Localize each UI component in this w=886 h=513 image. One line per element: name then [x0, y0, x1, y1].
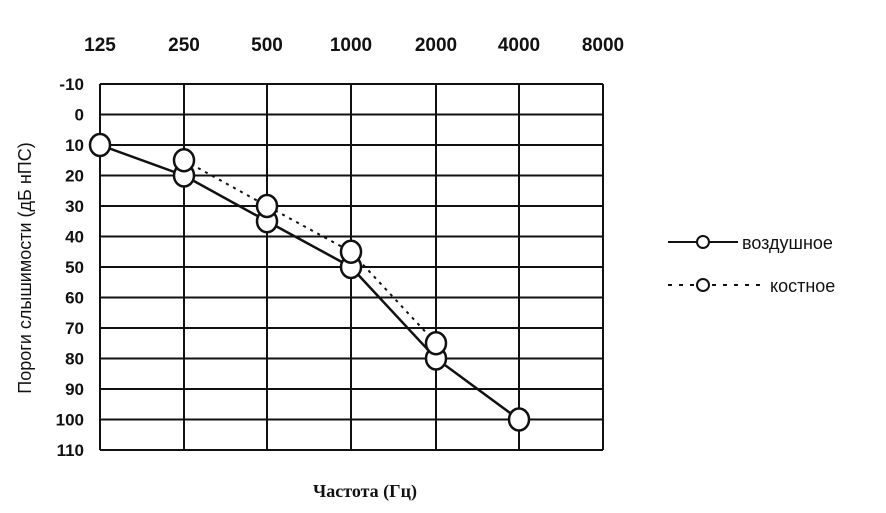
y-tick-label: 100 — [56, 411, 84, 430]
y-tick-label: 50 — [65, 258, 84, 277]
series-line — [183, 159, 437, 344]
legend: воздушное костное — [668, 233, 835, 296]
y-tick-label: 60 — [65, 289, 84, 308]
data-point-marker — [424, 331, 448, 356]
y-tick-label: 10 — [65, 136, 84, 155]
x-tick-label: 4000 — [498, 35, 540, 56]
y-axis-label: Пороги слышимости (дБ нПС) — [15, 142, 35, 393]
legend-bone-marker — [696, 278, 710, 292]
series-line — [99, 143, 520, 421]
x-tick-label: 2000 — [415, 35, 457, 56]
legend-air-marker — [696, 235, 710, 249]
y-tick-label: 30 — [65, 197, 84, 216]
data-point-marker — [339, 239, 363, 264]
y-tick-label: 70 — [65, 319, 84, 338]
series-layer — [88, 132, 531, 432]
data-point-marker — [507, 407, 531, 432]
y-tick-label: 110 — [57, 441, 84, 460]
data-point-marker — [172, 148, 196, 173]
y-tick-label: -10 — [59, 75, 84, 94]
x-tick-label: 1000 — [330, 35, 372, 56]
y-tick-label: 80 — [65, 350, 84, 369]
x-tick-label: 125 — [84, 35, 116, 56]
x-tick-label: 500 — [251, 35, 283, 56]
y-tick-label: 20 — [65, 167, 84, 186]
legend-air-label: воздушное — [742, 233, 833, 253]
y-tick-labels: -10 0 10 20 30 40 50 60 70 80 90 100 110 — [56, 75, 84, 460]
x-tick-label: 8000 — [582, 35, 624, 56]
data-point-marker — [88, 132, 112, 158]
data-point-marker — [255, 193, 279, 219]
y-tick-label: 40 — [65, 228, 84, 247]
y-tick-label: 0 — [75, 106, 84, 125]
legend-bone-label: костное — [770, 276, 835, 296]
x-tick-label: 250 — [168, 35, 200, 56]
x-tick-labels: 125 250 500 1000 2000 4000 8000 — [84, 35, 624, 56]
legend-item-air: воздушное — [668, 233, 833, 253]
legend-item-bone: костное — [668, 276, 835, 296]
x-axis-label: Частота (Гц) — [313, 481, 417, 502]
y-tick-label: 90 — [65, 380, 84, 399]
